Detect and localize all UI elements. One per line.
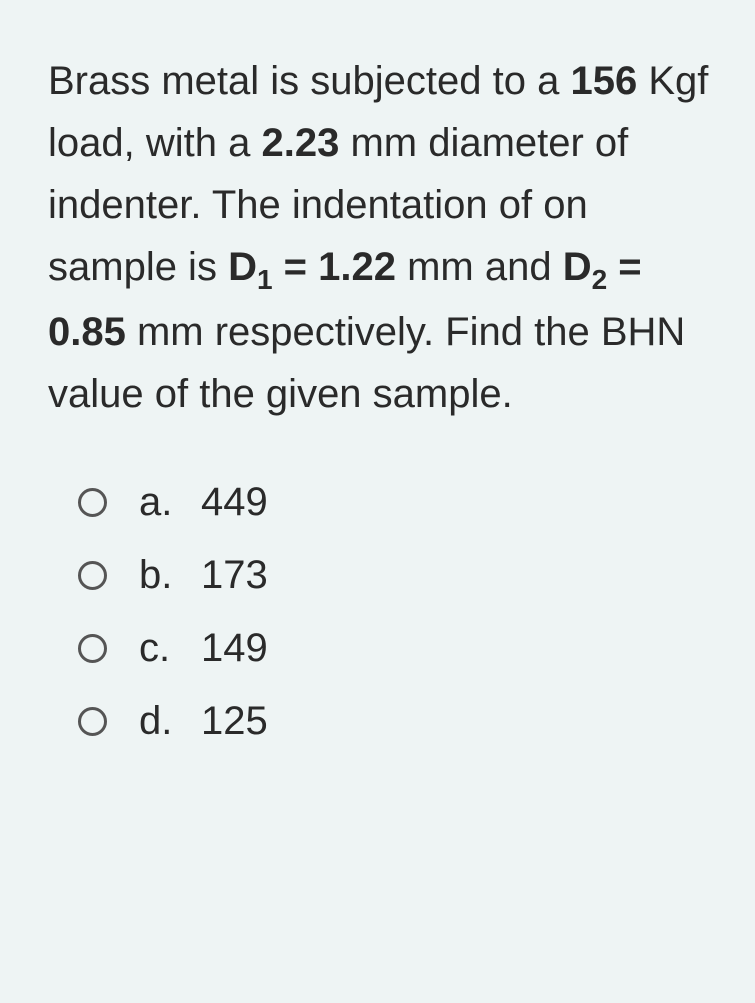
quiz-container: Brass metal is subjected to a 156 Kgf lo… (0, 0, 755, 1003)
radio-icon[interactable] (78, 634, 107, 663)
option-label: c. (139, 626, 201, 671)
options-list: a. 449 b. 173 c. 149 d. 125 (48, 480, 715, 744)
option-a[interactable]: a. 449 (78, 480, 715, 525)
option-c[interactable]: c. 149 (78, 626, 715, 671)
question-text: Brass metal is subjected to a 156 Kgf lo… (48, 50, 715, 425)
option-d[interactable]: d. 125 (78, 699, 715, 744)
option-value: 149 (201, 626, 268, 671)
radio-icon[interactable] (78, 707, 107, 736)
option-b[interactable]: b. 173 (78, 553, 715, 598)
option-label: d. (139, 699, 201, 744)
option-value: 125 (201, 699, 268, 744)
option-label: b. (139, 553, 201, 598)
option-label: a. (139, 480, 201, 525)
option-value: 173 (201, 553, 268, 598)
option-value: 449 (201, 480, 268, 525)
radio-icon[interactable] (78, 488, 107, 517)
radio-icon[interactable] (78, 561, 107, 590)
